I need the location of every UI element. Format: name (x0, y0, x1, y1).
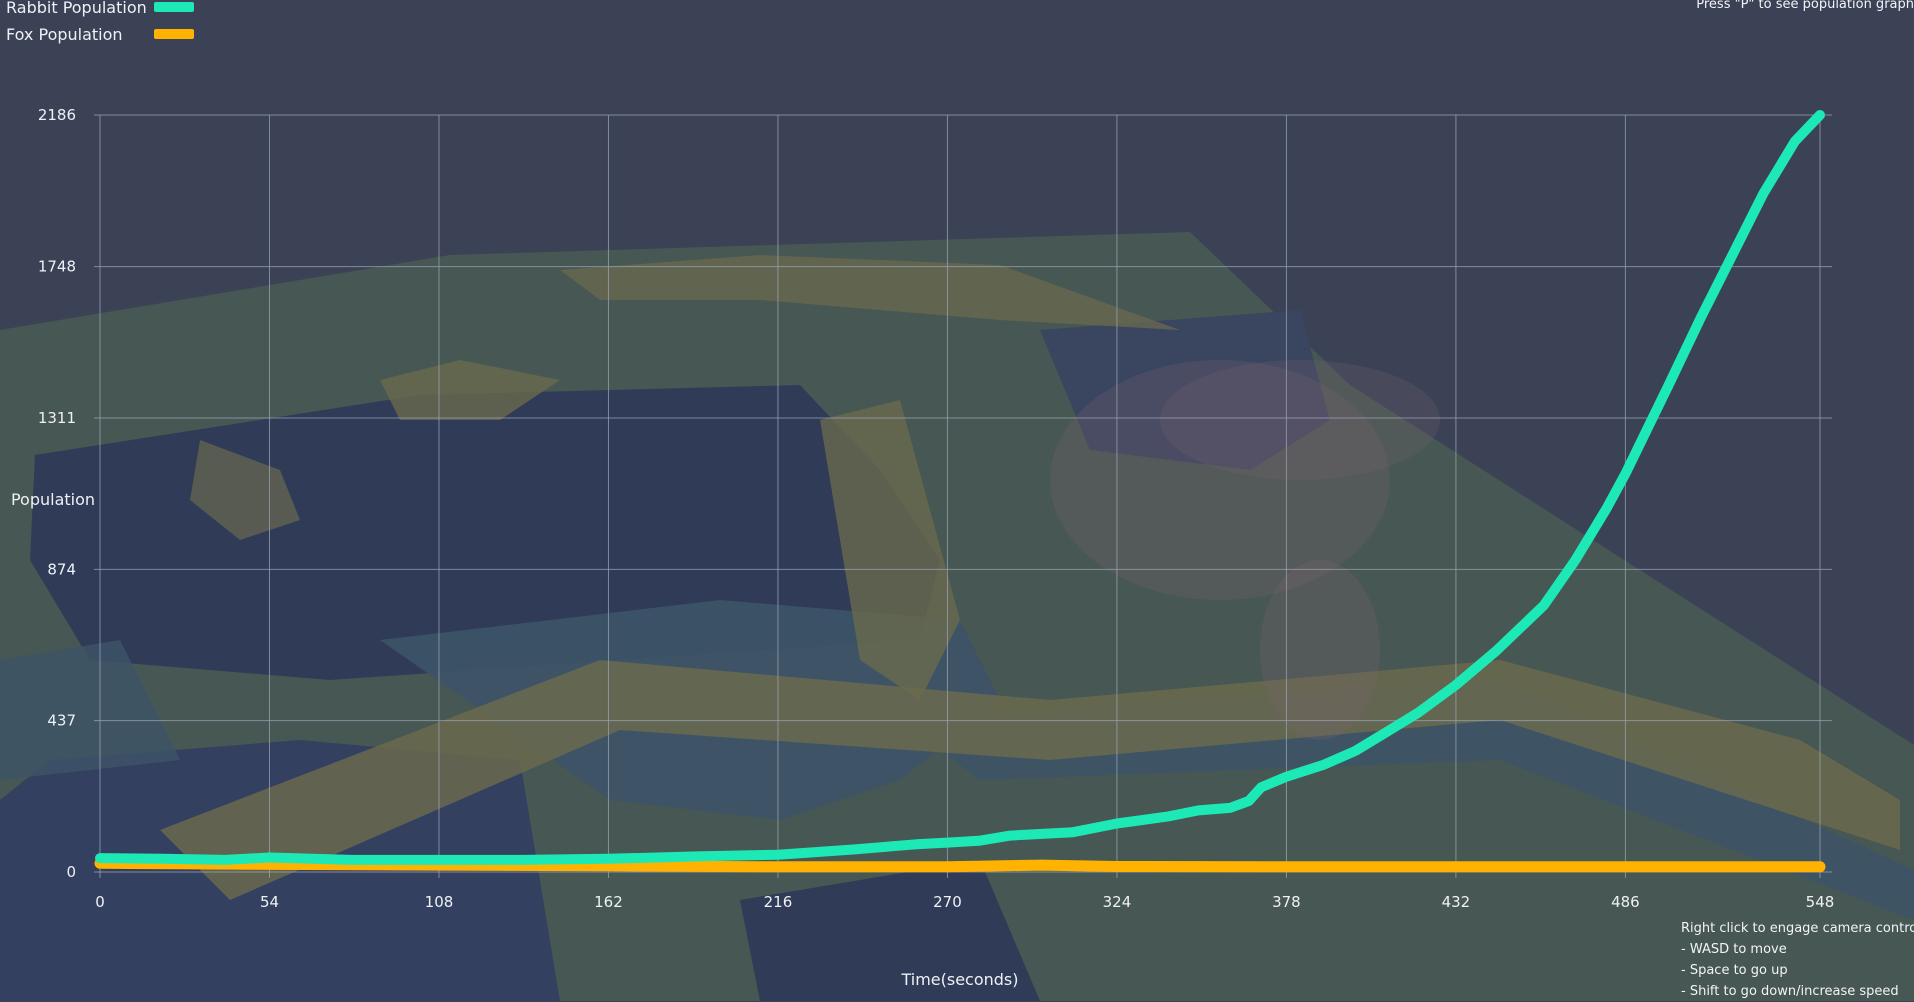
y-axis-ticks: 0 437 874 1311 1748 2186 (38, 106, 76, 881)
legend-label-rabbit: Rabbit Population (6, 0, 147, 17)
x-tick-label: 378 (1272, 893, 1301, 911)
legend-item-fox: Fox Population (6, 24, 194, 44)
fox-population-line (94, 857, 1826, 873)
y-axis-title: Population (11, 490, 95, 509)
camera-help-line: Right click to engage camera controls (1681, 921, 1914, 936)
legend-item-rabbit: Rabbit Population (6, 0, 194, 17)
x-axis-title: Time(seconds) (900, 970, 1018, 989)
y-tick-label: 0 (66, 863, 76, 881)
x-tick-label: 162 (594, 893, 623, 911)
y-tick-label: 437 (47, 712, 76, 730)
y-tick-label: 1748 (38, 258, 76, 276)
x-tick-label: 108 (425, 893, 454, 911)
vertical-gridlines (99, 115, 1821, 878)
horizontal-gridlines (94, 114, 1832, 873)
series-lines (94, 110, 1826, 873)
legend-swatch-rabbit (154, 2, 194, 12)
x-axis-ticks: 0 54 108 162 216 270 324 378 432 486 548 (95, 893, 1834, 911)
y-tick-label: 1311 (38, 409, 76, 427)
legend-swatch-fox (154, 29, 194, 39)
x-tick-label: 270 (933, 893, 962, 911)
camera-help-line: - Shift to go down/increase speed (1681, 984, 1899, 999)
x-tick-label: 548 (1806, 893, 1835, 911)
x-tick-label: 0 (95, 893, 105, 911)
x-tick-label: 216 (764, 893, 793, 911)
x-tick-label: 486 (1611, 893, 1640, 911)
rabbit-population-line (95, 110, 1825, 865)
camera-help-line: - Space to go up (1681, 963, 1788, 978)
camera-help-line: - WASD to move (1681, 942, 1787, 957)
y-tick-label: 2186 (38, 106, 76, 124)
y-tick-label: 874 (47, 560, 76, 578)
x-tick-label: 324 (1103, 893, 1132, 911)
x-tick-label: 432 (1442, 893, 1471, 911)
population-graph-hint: Press "P" to see population graph (1696, 0, 1914, 12)
x-tick-label: 54 (260, 893, 279, 911)
legend-label-fox: Fox Population (6, 24, 123, 44)
camera-controls-help: Right click to engage camera controls - … (1681, 918, 1914, 1002)
